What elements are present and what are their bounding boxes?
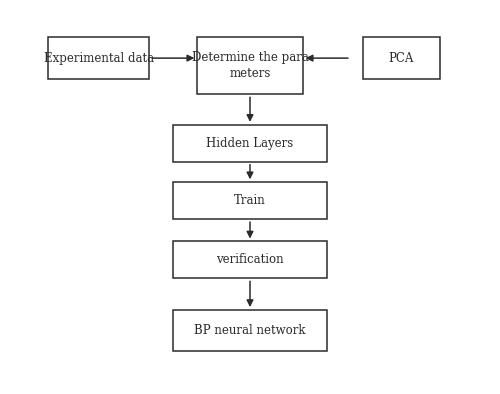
Text: Experimental data: Experimental data: [44, 52, 154, 65]
FancyBboxPatch shape: [173, 242, 327, 279]
Text: verification: verification: [216, 253, 284, 266]
FancyBboxPatch shape: [173, 125, 327, 162]
FancyBboxPatch shape: [197, 37, 303, 94]
Text: PCA: PCA: [388, 52, 414, 65]
Text: BP neural network: BP neural network: [194, 324, 306, 337]
Text: Hidden Layers: Hidden Layers: [206, 137, 294, 150]
FancyBboxPatch shape: [173, 310, 327, 351]
FancyBboxPatch shape: [173, 182, 327, 219]
Text: Determine the para
meters: Determine the para meters: [192, 51, 308, 80]
FancyBboxPatch shape: [48, 37, 149, 80]
Text: Train: Train: [234, 194, 266, 207]
FancyBboxPatch shape: [363, 37, 440, 80]
